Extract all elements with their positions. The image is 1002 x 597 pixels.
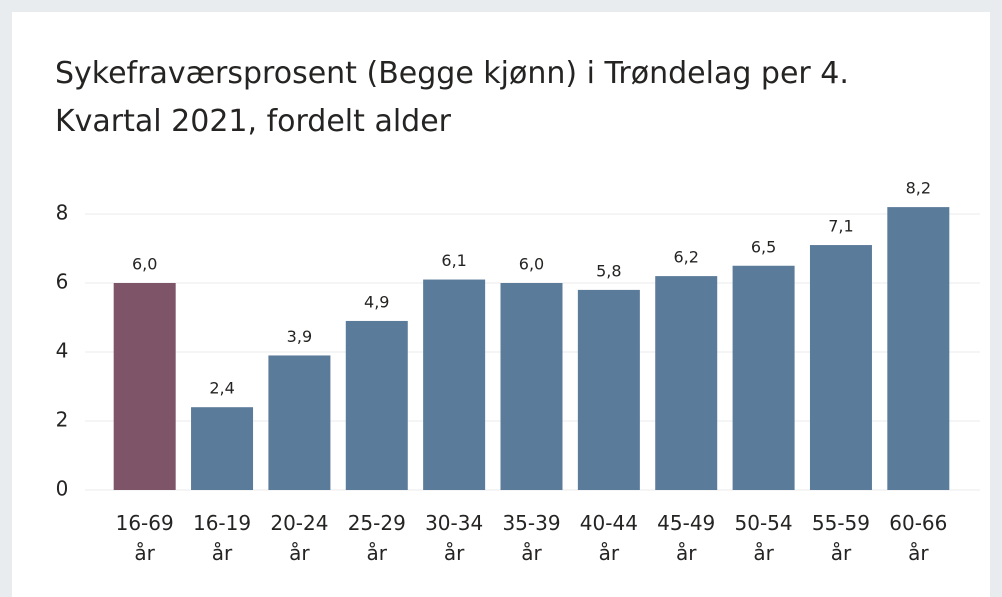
y-tick-label: 8 — [56, 201, 69, 225]
bar — [423, 279, 486, 490]
x-tick-label: 55-59 år — [811, 511, 871, 565]
data-label: 6,1 — [441, 251, 466, 270]
bar — [500, 283, 563, 490]
bar — [345, 320, 408, 490]
bar — [809, 245, 872, 490]
bar — [113, 283, 176, 490]
y-tick-label: 6 — [56, 270, 69, 294]
bar — [732, 265, 795, 490]
data-label: 3,9 — [287, 327, 312, 346]
data-label: 6,2 — [674, 248, 699, 267]
data-label: 5,8 — [596, 261, 621, 280]
x-tick-label: 45-49 år — [657, 511, 716, 565]
y-tick-label: 0 — [56, 477, 69, 501]
bar — [268, 355, 331, 490]
x-tick-label: 16-69 år — [115, 511, 174, 565]
x-tick-label: 60-66 år — [889, 511, 948, 565]
y-tick-label: 4 — [56, 339, 69, 363]
data-label: 2,4 — [209, 379, 234, 398]
data-label: 6,5 — [751, 237, 776, 256]
data-label: 8,2 — [906, 179, 931, 198]
data-label: 6,0 — [132, 255, 157, 274]
bar — [191, 407, 254, 490]
bar — [577, 289, 640, 490]
x-tick-label: 40-44 år — [579, 511, 638, 565]
x-tick-label: 50-54 år — [734, 511, 793, 565]
y-tick-label: 2 — [56, 408, 69, 432]
data-label: 6,0 — [519, 255, 544, 274]
x-tick-label: 30-34 år — [425, 511, 484, 565]
data-label: 4,9 — [364, 292, 389, 311]
x-tick-label: 25-29 år — [347, 511, 406, 565]
bar — [887, 207, 950, 490]
bar — [655, 276, 718, 490]
x-tick-label: 35-39 år — [502, 511, 561, 565]
chart-title: Sykefraværsprosent (Begge kjønn) i Trønd… — [55, 56, 849, 139]
data-label: 7,1 — [828, 217, 853, 236]
x-tick-label: 16-19 år — [192, 511, 252, 565]
x-tick-label: 20-24 år — [270, 511, 329, 565]
